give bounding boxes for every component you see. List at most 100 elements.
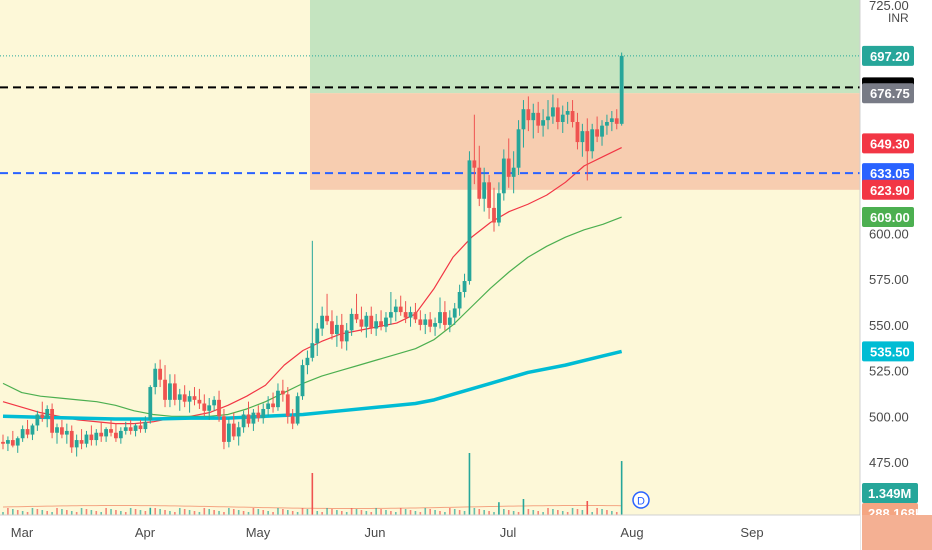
candle xyxy=(403,301,408,324)
candle-body xyxy=(320,315,325,329)
candle-body xyxy=(585,131,590,152)
candle xyxy=(364,312,369,338)
candle-body xyxy=(10,440,15,446)
volume-bar xyxy=(203,508,206,515)
month-label: Jun xyxy=(365,525,386,540)
volume-bar xyxy=(370,512,373,515)
candle xyxy=(158,359,163,388)
candle-body xyxy=(187,396,192,402)
candle-body xyxy=(560,114,565,122)
price-badge-bg xyxy=(862,133,914,154)
candle-body xyxy=(89,434,94,441)
candle xyxy=(580,123,585,157)
dividend-circle[interactable] xyxy=(632,491,650,509)
candle-body xyxy=(266,403,271,409)
price-axis[interactable] xyxy=(860,0,932,515)
candle xyxy=(492,187,496,232)
candle xyxy=(285,387,290,424)
candle-body xyxy=(138,425,143,430)
candle xyxy=(241,410,246,433)
volume-bar xyxy=(611,511,613,515)
candle-body xyxy=(60,427,64,435)
volume-bar xyxy=(139,510,142,515)
candle xyxy=(45,405,50,428)
volume-bar xyxy=(183,509,186,515)
candle xyxy=(212,396,217,411)
price-badge: 623.90 xyxy=(862,179,914,200)
profit-zone[interactable] xyxy=(310,0,860,94)
volume-bar xyxy=(85,509,88,515)
horizontal-lines[interactable] xyxy=(0,55,860,175)
candle-body xyxy=(163,379,167,400)
candle xyxy=(217,390,221,422)
volume-bar xyxy=(56,508,58,515)
candle xyxy=(526,96,531,132)
candle xyxy=(433,317,437,336)
volume-bar xyxy=(375,508,377,515)
price-tick-label: 475.00 xyxy=(869,455,909,470)
volume-bar xyxy=(247,512,250,515)
month-label: May xyxy=(246,525,271,540)
volume-bar xyxy=(159,509,161,515)
candle xyxy=(40,401,45,422)
candle-body xyxy=(423,319,428,325)
candle xyxy=(168,374,172,408)
candle-body xyxy=(487,182,491,208)
volume-bar xyxy=(208,509,211,515)
candle xyxy=(177,388,182,411)
volume-bar xyxy=(188,510,191,515)
candle xyxy=(84,430,89,448)
candle xyxy=(128,419,133,435)
loss-zone[interactable] xyxy=(310,93,860,190)
candle xyxy=(477,145,482,207)
candle xyxy=(511,151,516,194)
candle-body xyxy=(212,399,217,406)
candle xyxy=(276,383,280,411)
candle xyxy=(226,418,231,448)
price-badge: 697.20 xyxy=(862,45,914,66)
volume-bar xyxy=(154,508,157,515)
candle-body xyxy=(536,112,541,126)
candle-body xyxy=(359,319,364,327)
volume-bar xyxy=(522,499,525,515)
candle-body xyxy=(438,312,442,324)
volume-bar xyxy=(336,510,338,515)
volume-bar xyxy=(419,512,422,515)
time-axis-highlight xyxy=(862,515,932,550)
volume-bar xyxy=(316,511,319,515)
candle-body xyxy=(384,317,388,327)
volume-bar xyxy=(237,510,240,515)
candle xyxy=(330,310,334,340)
candle-body xyxy=(45,408,50,419)
candle xyxy=(393,299,398,322)
volume-bar xyxy=(36,509,39,515)
candle xyxy=(595,116,600,143)
dividend-marker[interactable]: D xyxy=(632,491,650,509)
candle xyxy=(541,109,545,137)
candle-body xyxy=(497,193,501,223)
price-badge-bg xyxy=(862,163,914,184)
candle-body xyxy=(226,423,231,442)
candle xyxy=(472,114,477,185)
month-label: Jul xyxy=(500,525,517,540)
volume-bar xyxy=(218,511,220,515)
price-tick-label: 575.00 xyxy=(869,272,909,287)
candle-body xyxy=(325,315,329,322)
candle xyxy=(69,425,74,453)
candle-body xyxy=(285,394,290,417)
candle xyxy=(443,301,447,331)
candle xyxy=(354,293,359,324)
volume-bar xyxy=(463,511,466,515)
candle xyxy=(423,313,428,335)
candle-body xyxy=(506,158,511,177)
volume-bar xyxy=(576,509,579,515)
candle-body xyxy=(501,158,506,194)
volume-pane xyxy=(2,453,623,515)
time-axis[interactable] xyxy=(0,515,860,550)
candle-body xyxy=(241,414,246,428)
candle-body xyxy=(467,160,472,282)
candle-body xyxy=(609,118,614,122)
candle-body xyxy=(35,414,40,426)
candle xyxy=(30,423,35,441)
